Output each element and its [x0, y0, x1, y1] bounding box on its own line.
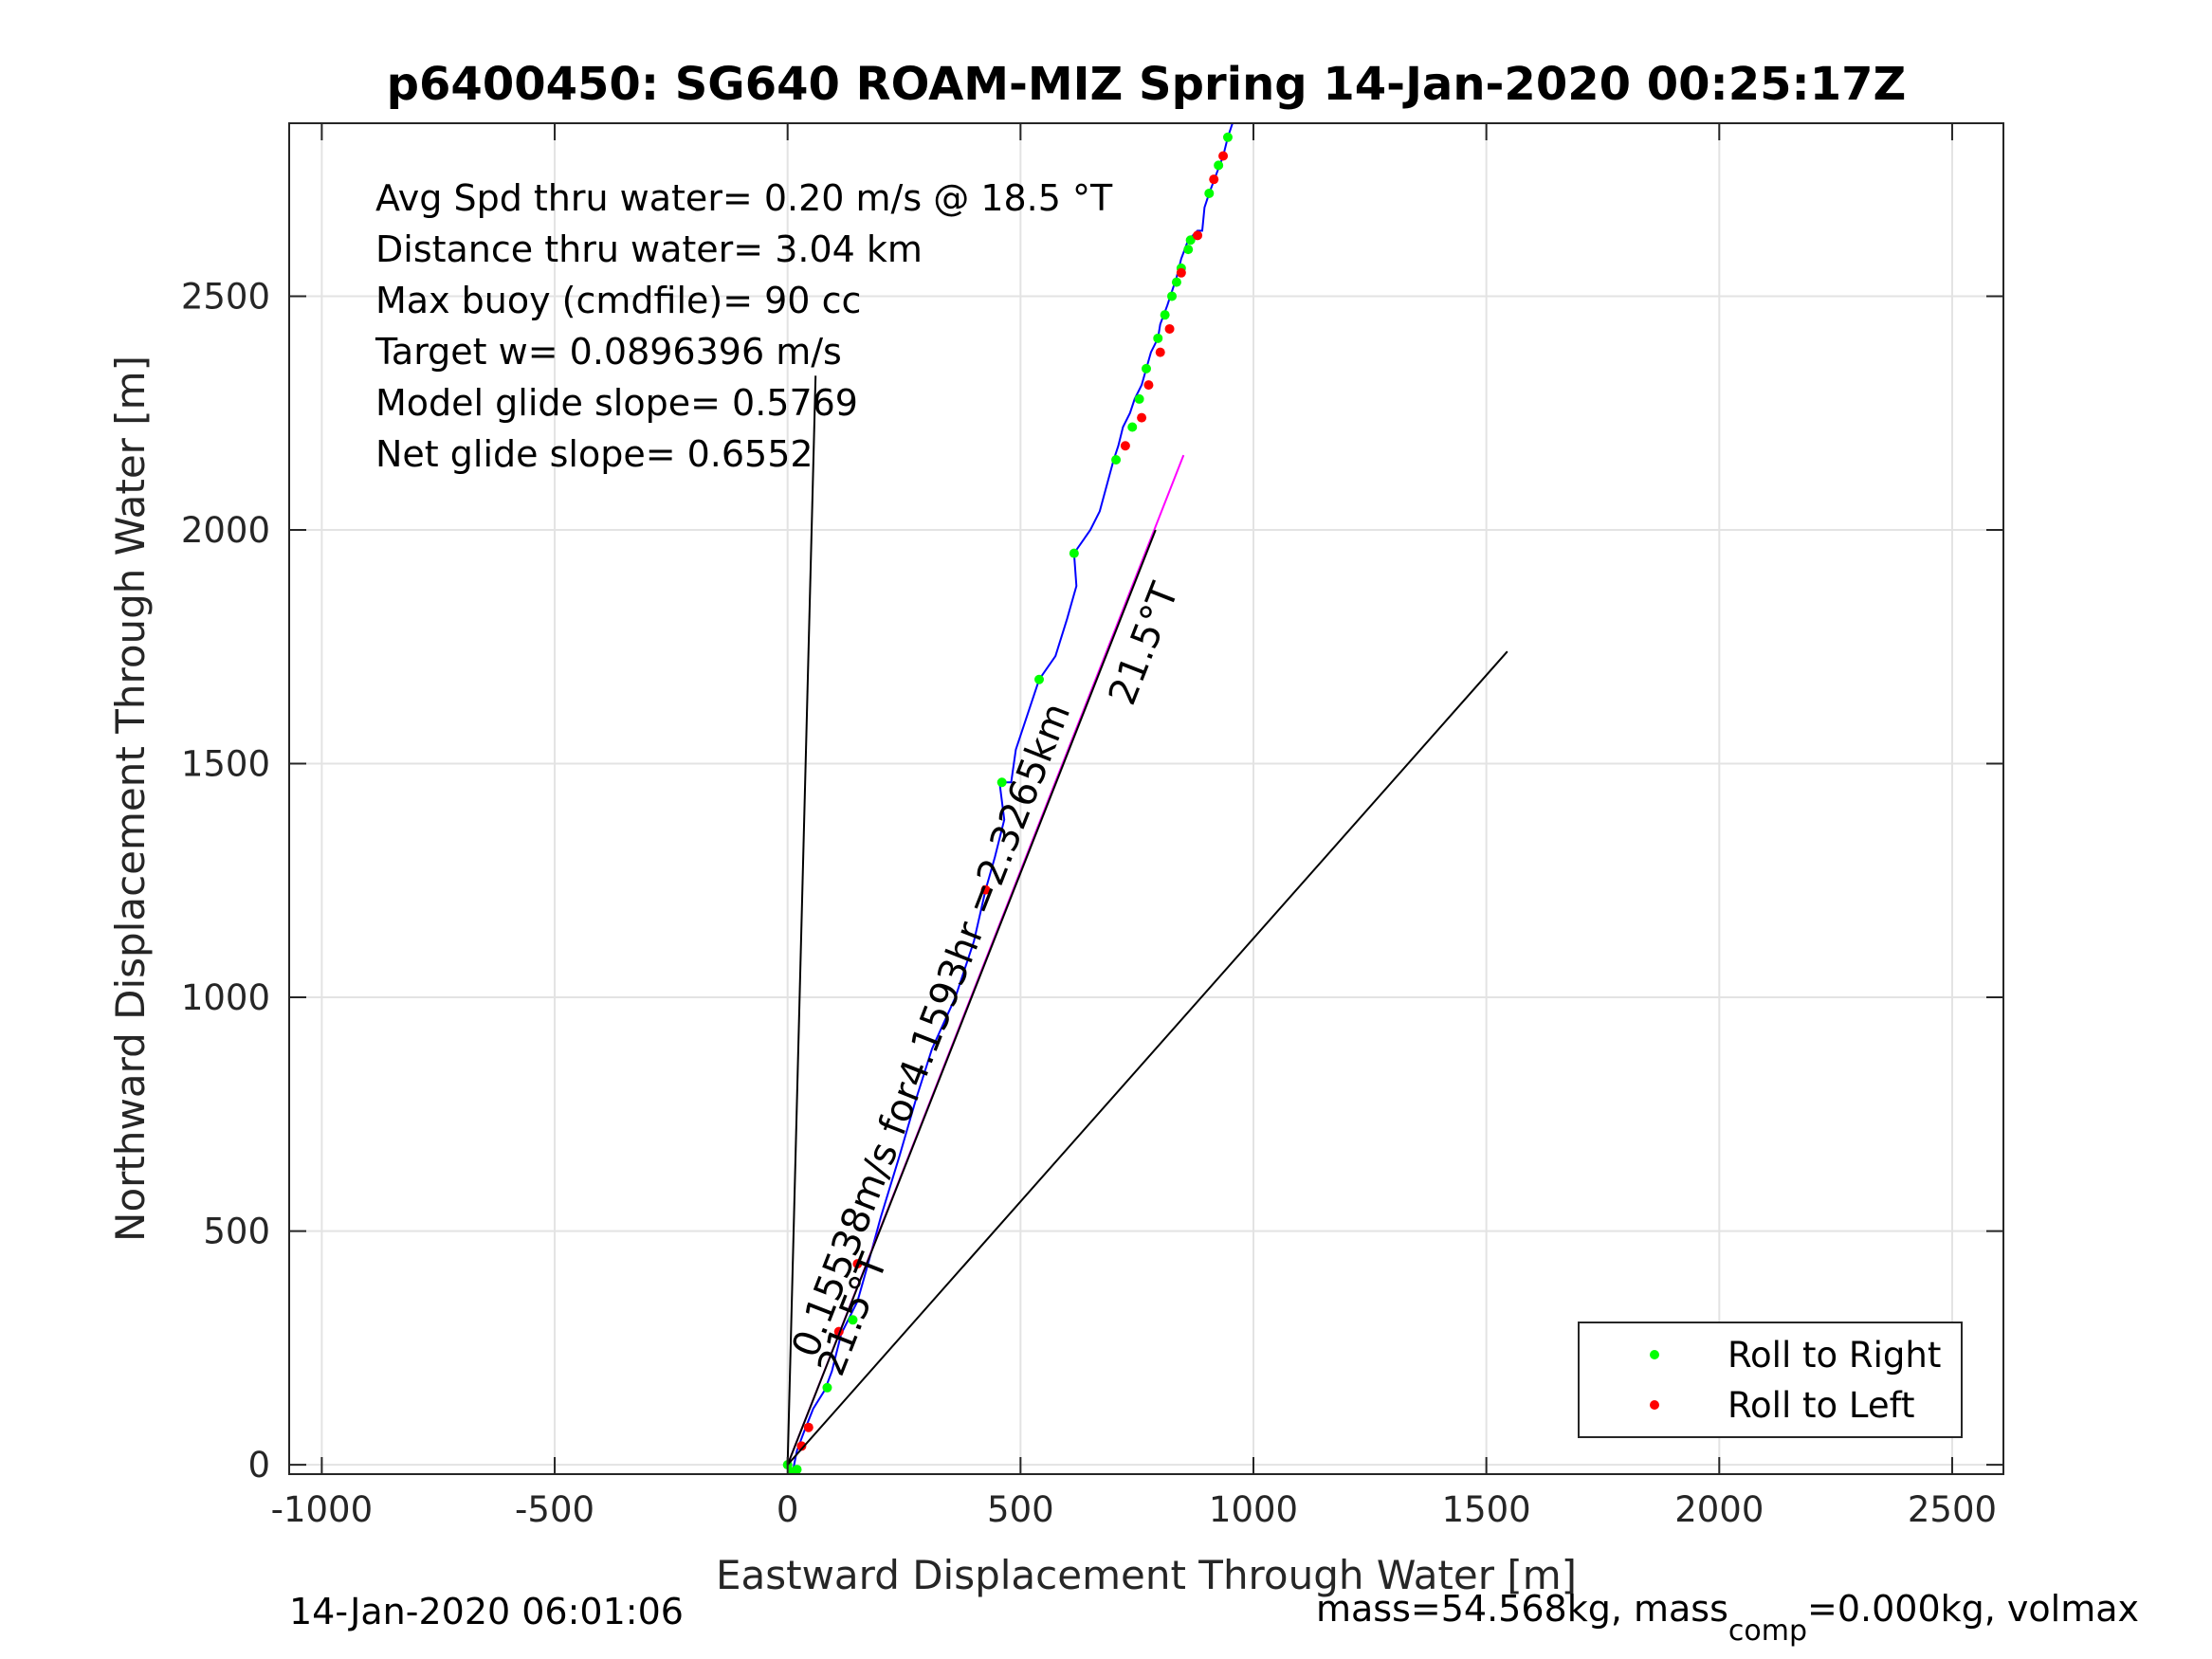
y-tick-label: 0	[247, 1445, 270, 1486]
x-tick-label: -1000	[271, 1489, 374, 1530]
marker-roll-to-right	[822, 1382, 832, 1393]
legend-box	[1578, 1322, 1963, 1438]
x-tick-label: 500	[987, 1489, 1054, 1530]
x-axis-label: Eastward Displacement Through Water [m]	[716, 1552, 1577, 1598]
marker-roll-to-right	[1111, 455, 1122, 465]
marker-roll-to-left	[1164, 323, 1175, 334]
footer-mass-main: mass=54.568kg, mass	[1316, 1588, 1728, 1630]
marker-roll-to-left	[852, 1259, 863, 1269]
marker-roll-to-right	[1142, 363, 1151, 374]
x-tick-label: 1500	[1442, 1489, 1531, 1530]
annotations: 0.15538m/s for4.1593hr =2.3265km21.5°T21…	[784, 576, 1188, 1381]
marker-roll-to-right	[1160, 310, 1170, 320]
series-line-current-line	[786, 529, 1157, 1466]
info-line: Distance thru water= 3.04 km	[375, 228, 923, 270]
marker-roll-to-right	[996, 777, 1007, 788]
marker-roll-to-right	[1167, 291, 1178, 301]
marker-roll-to-right	[1222, 132, 1233, 142]
x-tick-label: 2500	[1908, 1489, 1997, 1530]
marker-roll-to-right	[1214, 160, 1224, 171]
grid	[289, 123, 2003, 1474]
marker-roll-to-left	[796, 1441, 807, 1451]
marker-roll-to-right	[1185, 235, 1196, 246]
marker-roll-to-right	[1183, 245, 1194, 255]
marker-roll-to-left	[1120, 441, 1130, 451]
legend: Roll to Right Roll to Left	[1578, 1322, 1963, 1438]
y-tick-label: 1000	[181, 977, 270, 1018]
info-text-block: Avg Spd thru water= 0.20 m/s @ 18.5 °T Di…	[375, 177, 1113, 475]
series-line-fan-line-ne	[786, 650, 1508, 1466]
legend-label: Roll to Right	[1728, 1335, 1941, 1376]
marker-roll-to-right	[848, 1315, 858, 1325]
y-axis-label: Northward Displacement Through Water [m]	[107, 356, 154, 1242]
marker-roll-to-right	[1069, 548, 1079, 558]
info-line: Model glide slope= 0.5769	[375, 382, 858, 424]
marker-roll-to-left	[1137, 412, 1147, 423]
marker-roll-to-left	[1218, 151, 1229, 161]
chart-title: p6400450: SG640 ROAM-MIZ Spring 14-Jan-2…	[387, 58, 1907, 111]
y-tick-label: 1500	[181, 744, 270, 785]
marker-roll-to-left	[1209, 174, 1219, 185]
marker-roll-to-right	[1034, 674, 1044, 684]
footer-mass-tail: =0.000kg, volmax	[1807, 1588, 2139, 1630]
marker-roll-to-right	[1134, 393, 1144, 404]
x-tick-label: 2000	[1674, 1489, 1764, 1530]
annotation-label: 0.15538m/s for4.1593hr =2.3265km	[784, 697, 1080, 1362]
series-line-fan-line-n	[786, 375, 817, 1466]
info-line: Target w= 0.0896396 m/s	[375, 331, 842, 373]
footer-mass-sub: comp	[1728, 1614, 1807, 1648]
marker-roll-to-left	[1143, 380, 1154, 391]
footer-mass-info: mass=54.568kg, masscomp=0.000kg, volmax	[1316, 1588, 2139, 1648]
legend-marker-roll-to-right	[1650, 1350, 1659, 1359]
marker-roll-to-right	[1171, 277, 1181, 287]
y-tick-label: 2000	[181, 510, 270, 551]
marker-roll-to-left	[803, 1422, 814, 1432]
footer-timestamp: 14-Jan-2020 06:01:06	[289, 1591, 684, 1632]
marker-roll-to-left	[980, 884, 991, 895]
info-line: Avg Spd thru water= 0.20 m/s @ 18.5 °T	[375, 177, 1113, 219]
marker-roll-to-right	[1204, 188, 1215, 198]
legend-label: Roll to Left	[1728, 1385, 1915, 1426]
legend-marker-roll-to-left	[1650, 1400, 1659, 1410]
axes: -1000 -500 0 500 1000 1500 2000 2500 0 500 1000 150…	[181, 122, 2004, 1530]
x-tick-label: 0	[777, 1489, 799, 1530]
x-tick-label: -500	[515, 1489, 594, 1530]
marker-roll-to-left	[1155, 347, 1165, 357]
y-tick-label: 2500	[181, 276, 270, 317]
marker-roll-to-left	[1176, 267, 1186, 278]
y-tick-label: 500	[203, 1212, 270, 1252]
info-line: Max buoy (cmdfile)= 90 cc	[375, 280, 861, 321]
marker-roll-to-right	[1127, 422, 1138, 432]
marker-roll-to-left	[1193, 230, 1203, 241]
x-tick-label: 1000	[1209, 1489, 1298, 1530]
marker-roll-to-right	[1153, 333, 1163, 343]
axes-box	[288, 122, 2004, 1475]
info-line: Net glide slope= 0.6552	[375, 433, 814, 475]
annotation-label: 21.5°T	[1101, 576, 1188, 711]
marker-roll-to-right	[792, 1465, 802, 1474]
plot-area	[782, 123, 1508, 1474]
